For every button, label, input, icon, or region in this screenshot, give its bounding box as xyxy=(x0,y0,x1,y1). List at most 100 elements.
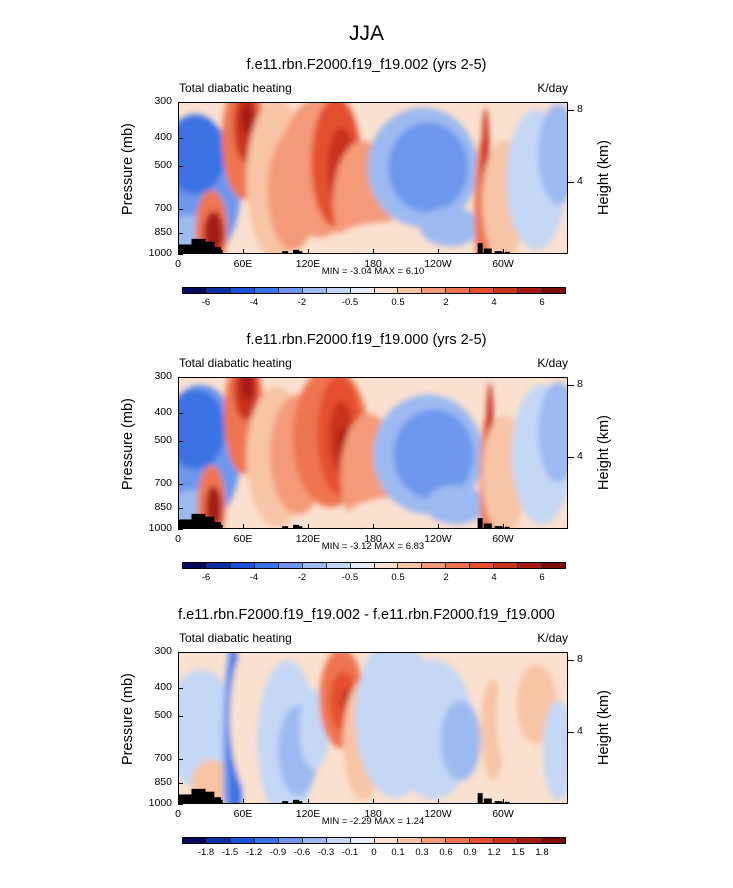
y2-tick-label-8: 8 xyxy=(577,652,583,665)
x-tick-label-120E: 120E xyxy=(295,533,321,545)
x-tick-label-60W: 60W xyxy=(492,258,514,270)
topography-block-0 xyxy=(179,519,197,528)
x-tick-mark xyxy=(503,799,504,804)
colorbar-swatch-6 xyxy=(326,838,351,843)
y-tick-label-700: 700 xyxy=(154,476,172,489)
colorbar-label--0.6: -0.6 xyxy=(293,847,311,858)
field-patch-16 xyxy=(440,700,481,781)
topography-block-1 xyxy=(191,788,206,803)
x-tick-label-120W: 120W xyxy=(424,808,452,820)
y-tick-label-500: 500 xyxy=(154,709,172,722)
y2-tick-mark xyxy=(568,731,574,733)
colorbar-label-2: 2 xyxy=(443,297,449,308)
topography-block-11 xyxy=(504,801,510,803)
variable-label: Total diabatic heating xyxy=(179,631,292,645)
y-tick-mark xyxy=(178,102,183,103)
y-tick-mark xyxy=(178,652,183,653)
x-tick-mark xyxy=(438,799,439,804)
topography-block-2 xyxy=(204,791,215,803)
topography-block-2 xyxy=(204,516,215,528)
colorbar-swatch-15 xyxy=(542,838,565,843)
field-patch-18 xyxy=(419,206,480,247)
y-tick-label-850: 850 xyxy=(154,776,172,789)
colorbar xyxy=(182,287,566,294)
colorbar-swatch-3 xyxy=(254,563,279,568)
x-tick-mark xyxy=(308,799,309,804)
chart-title: f.e11.rbn.F2000.f19_f19.000 (yrs 2-5) xyxy=(246,332,487,348)
colorbar-swatch-0 xyxy=(183,288,207,293)
y-tick-mark xyxy=(178,377,183,378)
x-tick-label-60W: 60W xyxy=(492,533,514,545)
x-tick-mark xyxy=(503,249,504,254)
min-max-label: MIN = -3.12 MAX = 6.83 xyxy=(321,541,425,552)
colorbar-label--4: -4 xyxy=(249,297,259,308)
field-patch-0 xyxy=(179,669,236,790)
y-tick-mark xyxy=(178,413,183,415)
colorbar-label--6: -6 xyxy=(201,572,211,583)
x-tick-label-120E: 120E xyxy=(295,808,321,820)
colorbar-label-1.5: 1.5 xyxy=(511,847,525,858)
topography-block-8 xyxy=(477,243,483,253)
topography-block-4 xyxy=(217,249,223,253)
colorbar-label--1.8: -1.8 xyxy=(197,847,215,858)
y2-axis-label: Height (km) xyxy=(596,415,612,490)
y2-tick-mark xyxy=(568,659,574,661)
x-tick-mark xyxy=(438,524,439,529)
colorbar-label--2: -2 xyxy=(297,297,307,308)
y-tick-label-850: 850 xyxy=(154,501,172,514)
y2-tick-mark xyxy=(568,456,574,458)
topography-block-7 xyxy=(298,526,303,528)
colorbar-swatch-11 xyxy=(446,288,471,293)
panel-difference: f.e11.rbn.F2000.f19_f19.002 - f.e11.rbn.… xyxy=(0,607,733,882)
colorbar-swatch-1 xyxy=(206,563,231,568)
chart-title: f.e11.rbn.F2000.f19_f19.002 - f.e11.rbn.… xyxy=(178,607,555,623)
topography-block-3 xyxy=(212,247,221,253)
topography-block-0 xyxy=(179,244,197,253)
y-tick-mark xyxy=(178,208,183,210)
colorbar-label--0.5: -0.5 xyxy=(341,572,359,583)
y-tick-mark xyxy=(178,758,183,760)
y-tick-mark xyxy=(178,529,183,530)
x-tick-label-120W: 120W xyxy=(424,533,452,545)
variable-label: Total diabatic heating xyxy=(179,356,292,370)
x-tick-mark xyxy=(373,249,374,254)
x-tick-label-180: 180 xyxy=(364,258,382,270)
topography-block-3 xyxy=(212,522,221,528)
colorbar-swatch-9 xyxy=(398,563,423,568)
colorbar-label-1.2: 1.2 xyxy=(487,847,501,858)
x-tick-mark xyxy=(308,249,309,254)
colorbar-label-6: 6 xyxy=(539,572,545,583)
units-label: K/day xyxy=(537,81,568,95)
heatmap-plot xyxy=(178,652,568,804)
colorbar-swatch-4 xyxy=(278,563,303,568)
colorbar-swatch-2 xyxy=(230,838,255,843)
x-tick-label-60E: 60E xyxy=(233,258,253,270)
x-tick-label-0: 0 xyxy=(175,258,181,270)
x-tick-label-180: 180 xyxy=(364,808,382,820)
topography-block-6 xyxy=(293,524,299,528)
topography-block-9 xyxy=(483,248,492,253)
colorbar-swatch-7 xyxy=(350,288,375,293)
y-axis-label: Pressure (mb) xyxy=(120,673,136,765)
colorbar-swatch-8 xyxy=(374,288,399,293)
colorbar-label-0.6: 0.6 xyxy=(439,847,453,858)
y2-axis-label: Height (km) xyxy=(596,690,612,765)
colorbar-label--0.9: -0.9 xyxy=(269,847,287,858)
x-tick-mark xyxy=(373,799,374,804)
colorbar-swatch-7 xyxy=(350,838,375,843)
topography-block-4 xyxy=(217,799,223,803)
colorbar-label-0: 0 xyxy=(371,847,377,858)
y-axis-label: Pressure (mb) xyxy=(120,398,136,490)
colorbar-label--0.1: -0.1 xyxy=(341,847,359,858)
x-tick-mark xyxy=(178,249,179,254)
y-tick-mark xyxy=(178,688,183,690)
x-tick-mark xyxy=(308,524,309,529)
colorbar-label-4: 4 xyxy=(491,572,497,583)
colorbar xyxy=(182,837,566,844)
x-tick-label-120E: 120E xyxy=(295,258,321,270)
x-tick-mark xyxy=(438,249,439,254)
y2-tick-mark xyxy=(568,181,574,183)
y2-tick-label-8: 8 xyxy=(577,102,583,115)
colorbar-label--1.2: -1.2 xyxy=(245,847,263,858)
